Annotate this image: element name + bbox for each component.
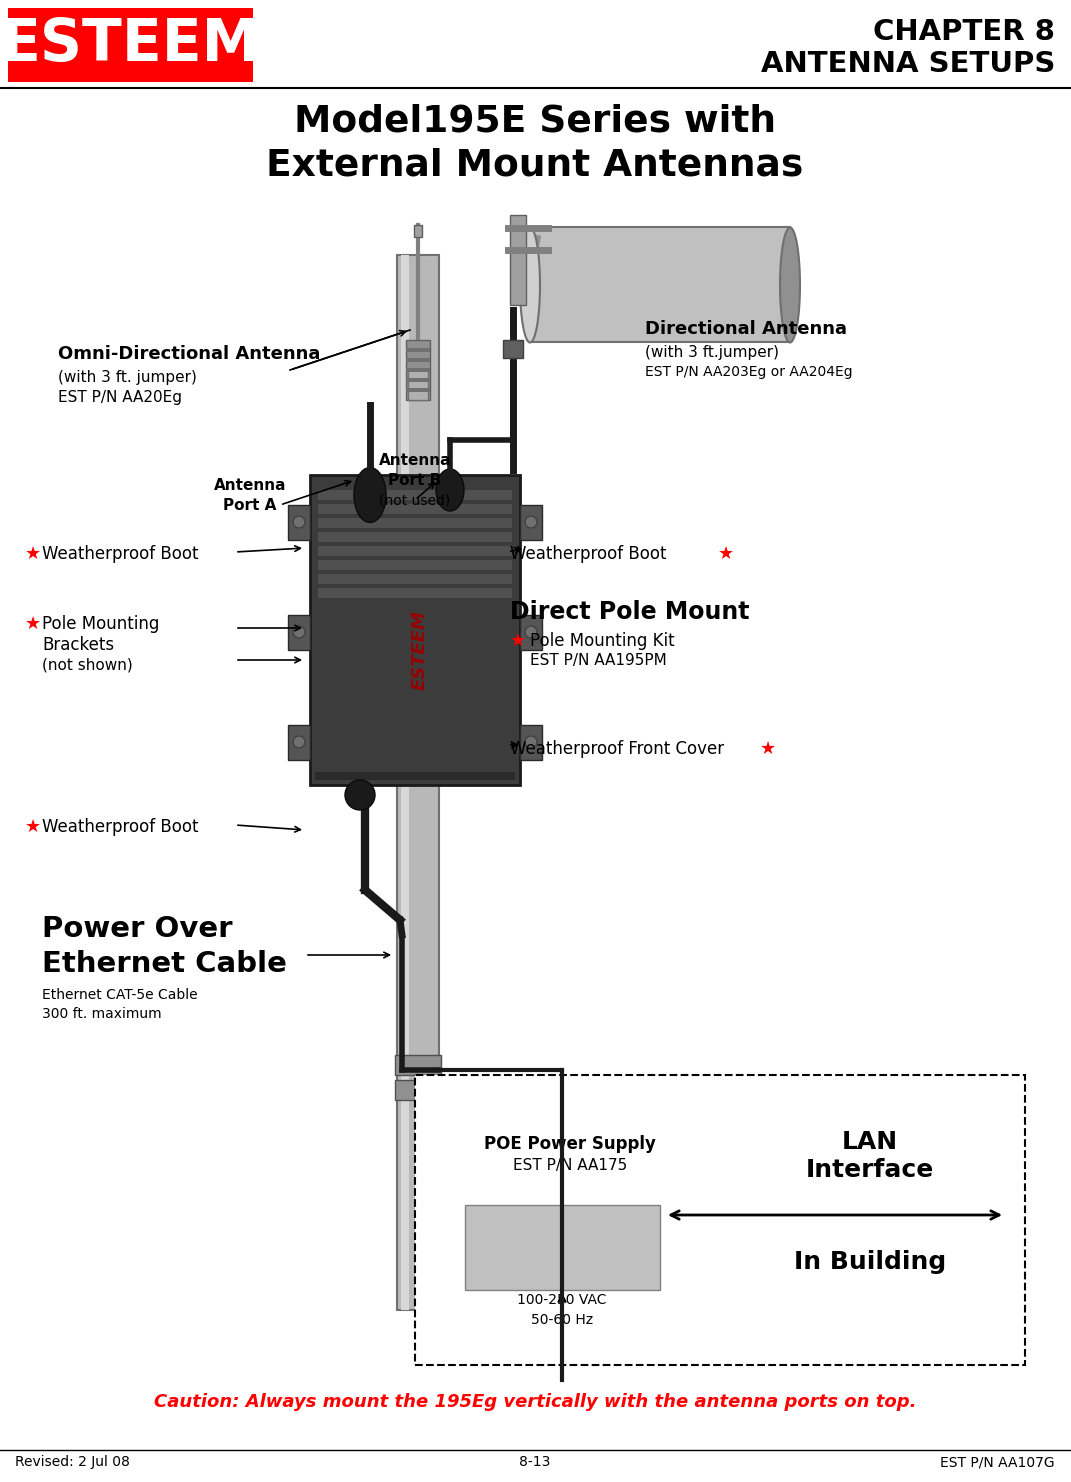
- Bar: [288, 505, 310, 539]
- Text: Antenna: Antenna: [214, 479, 286, 494]
- Text: ESTEEM: ESTEEM: [411, 611, 429, 691]
- Text: Port A: Port A: [224, 498, 276, 513]
- Text: Revised: 2 Jul 08: Revised: 2 Jul 08: [15, 1455, 130, 1469]
- Ellipse shape: [525, 737, 537, 748]
- Text: Caution: Always mount the 195Eg vertically with the antenna ports on top.: Caution: Always mount the 195Eg vertical…: [154, 1393, 917, 1411]
- Text: (with 3 ft. jumper): (with 3 ft. jumper): [58, 370, 197, 385]
- Bar: [318, 519, 512, 528]
- Text: Ethernet Cable: Ethernet Cable: [42, 950, 287, 978]
- Text: POE Power Supply: POE Power Supply: [484, 1135, 655, 1153]
- Bar: [414, 1074, 1025, 1365]
- Text: In Building: In Building: [794, 1249, 946, 1275]
- Text: Model195E Series with: Model195E Series with: [295, 104, 776, 139]
- Text: EST P/N AA107G: EST P/N AA107G: [940, 1455, 1055, 1469]
- Bar: [310, 476, 521, 785]
- Ellipse shape: [525, 625, 537, 637]
- Text: External Mount Antennas: External Mount Antennas: [267, 148, 803, 184]
- Text: EST P/N AA195PM: EST P/N AA195PM: [530, 654, 667, 668]
- Bar: [315, 772, 515, 780]
- Bar: [510, 215, 526, 305]
- Bar: [395, 1055, 441, 1074]
- Ellipse shape: [293, 516, 305, 528]
- Bar: [318, 504, 512, 514]
- Text: LAN: LAN: [842, 1129, 899, 1154]
- Ellipse shape: [521, 228, 540, 342]
- Text: (with 3 ft.jumper): (with 3 ft.jumper): [645, 345, 779, 360]
- Bar: [408, 370, 428, 400]
- Bar: [395, 1080, 441, 1100]
- Text: 8-13: 8-13: [519, 1455, 550, 1469]
- Bar: [7, 7, 253, 82]
- Text: Weatherproof Boot: Weatherproof Boot: [42, 545, 198, 563]
- Text: 300 ft. maximum: 300 ft. maximum: [42, 1006, 162, 1021]
- Text: Port B: Port B: [389, 473, 441, 488]
- Ellipse shape: [293, 737, 305, 748]
- Bar: [318, 545, 512, 556]
- Ellipse shape: [345, 780, 375, 811]
- Bar: [521, 725, 542, 760]
- Text: Power Over: Power Over: [42, 914, 232, 943]
- Text: EST P/N AA175: EST P/N AA175: [513, 1157, 628, 1172]
- Bar: [503, 339, 523, 359]
- Bar: [406, 359, 429, 362]
- Text: Weatherproof Front Cover: Weatherproof Front Cover: [510, 740, 724, 757]
- Bar: [318, 532, 512, 542]
- Text: Pole Mounting: Pole Mounting: [42, 615, 160, 633]
- Text: ★: ★: [718, 545, 734, 563]
- Bar: [406, 368, 429, 372]
- Bar: [318, 588, 512, 599]
- Text: ★: ★: [760, 740, 776, 757]
- Bar: [397, 255, 439, 1310]
- Bar: [318, 574, 512, 584]
- Text: Pole Mounting Kit: Pole Mounting Kit: [530, 631, 675, 651]
- Bar: [318, 491, 512, 499]
- Ellipse shape: [436, 468, 464, 511]
- Text: 100-250 VAC: 100-250 VAC: [517, 1292, 607, 1307]
- Bar: [465, 1205, 660, 1289]
- Bar: [406, 378, 429, 382]
- Bar: [521, 505, 542, 539]
- Text: ★: ★: [25, 818, 41, 836]
- Text: EST P/N AA203Eg or AA204Eg: EST P/N AA203Eg or AA204Eg: [645, 365, 853, 379]
- Ellipse shape: [293, 625, 305, 637]
- Bar: [414, 225, 422, 237]
- Bar: [530, 227, 790, 342]
- Bar: [521, 615, 542, 651]
- Bar: [288, 725, 310, 760]
- Bar: [318, 560, 512, 571]
- Text: ★: ★: [25, 545, 41, 563]
- Text: CHAPTER 8: CHAPTER 8: [873, 18, 1055, 46]
- Text: 50-60 Hz: 50-60 Hz: [531, 1313, 593, 1326]
- Text: Directional Antenna: Directional Antenna: [645, 320, 847, 338]
- Text: (not used): (not used): [379, 494, 451, 507]
- Bar: [406, 348, 429, 353]
- Text: Weatherproof Boot: Weatherproof Boot: [42, 818, 198, 836]
- Text: Weatherproof Boot: Weatherproof Boot: [510, 545, 666, 563]
- Bar: [406, 339, 429, 400]
- Text: Direct Pole Mount: Direct Pole Mount: [510, 600, 750, 624]
- Text: Omni-Directional Antenna: Omni-Directional Antenna: [58, 345, 320, 363]
- Ellipse shape: [355, 467, 386, 523]
- Bar: [288, 615, 310, 651]
- Text: (not shown): (not shown): [42, 657, 133, 671]
- Text: Ethernet CAT-5e Cable: Ethernet CAT-5e Cable: [42, 988, 198, 1002]
- Text: ESTEEM: ESTEEM: [0, 16, 260, 74]
- Text: ★: ★: [25, 615, 41, 633]
- Bar: [406, 388, 429, 393]
- Text: Antenna: Antenna: [379, 453, 451, 468]
- Ellipse shape: [780, 228, 800, 342]
- Text: EST P/N AA20Eg: EST P/N AA20Eg: [58, 390, 182, 405]
- Text: ANTENNA SETUPS: ANTENNA SETUPS: [760, 50, 1055, 79]
- Bar: [401, 255, 409, 1310]
- Text: ★: ★: [510, 631, 526, 651]
- Text: Interface: Interface: [805, 1157, 934, 1183]
- Ellipse shape: [525, 516, 537, 528]
- Text: Brackets: Brackets: [42, 636, 115, 654]
